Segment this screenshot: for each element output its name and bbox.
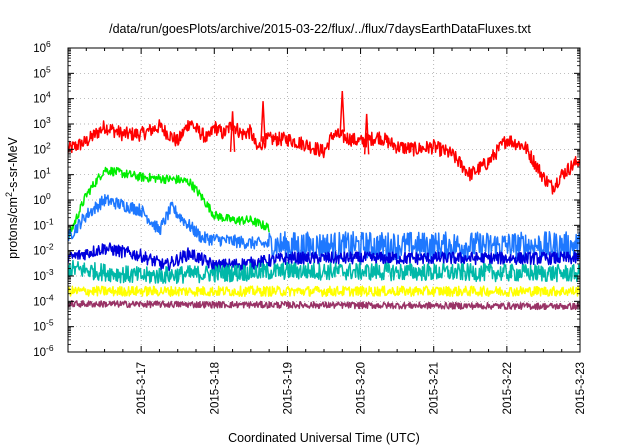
y-tick-label-exp: 3	[46, 115, 51, 125]
y-axis-label-post: -s-sr-MeV	[6, 136, 20, 192]
series-1-spike	[339, 91, 346, 132]
y-tick-label-base: 10	[33, 195, 46, 207]
series-4-line	[68, 242, 580, 273]
y-tick-label: 102	[33, 140, 51, 156]
series-1-spike	[229, 111, 236, 152]
y-tick-label-base: 10	[33, 322, 46, 334]
y-tick-label-base: 10	[33, 296, 46, 308]
x-tick-label: 2015-3-22	[502, 362, 514, 414]
y-tick-label-base: 10	[33, 271, 46, 283]
y-tick-label-base: 10	[33, 246, 46, 258]
y-tick-label-exp: -3	[46, 267, 54, 277]
series-2-line	[68, 166, 270, 239]
series-5-line	[68, 259, 580, 285]
y-tick-label-base: 10	[33, 347, 46, 359]
series-1-spike	[260, 101, 266, 142]
x-tick-labels: 2015-3-17 2015-3-18 2015-3-19 2015-3-20 2015…	[136, 362, 587, 414]
y-tick-label-exp: -2	[46, 242, 54, 252]
y-tick-labels: 10-610-510-410-310-210-11001011021031041…	[33, 39, 54, 359]
y-tick-label-exp: -1	[46, 216, 54, 226]
x-tick-label: 2015-3-20	[356, 362, 368, 414]
y-tick-label: 10-3	[33, 267, 54, 283]
x-tick-label: 2015-3-21	[429, 362, 441, 414]
y-tick-label-base: 10	[33, 68, 46, 80]
series-1-line	[68, 119, 580, 195]
series-group	[68, 91, 580, 311]
y-tick-label-base: 10	[33, 94, 46, 106]
y-tick-label-base: 10	[33, 170, 46, 182]
x-tick-label: 2015-3-17	[136, 362, 148, 414]
y-tick-label-exp: 1	[46, 166, 51, 176]
y-tick-label: 10-1	[33, 216, 54, 232]
series-1-spike	[363, 113, 370, 155]
y-tick-label: 106	[33, 39, 51, 55]
y-tick-label: 104	[33, 90, 51, 106]
y-tick-label-exp: -4	[46, 292, 54, 302]
y-tick-label: 10-4	[33, 292, 54, 308]
x-axis-label: Coordinated Universal Time (UTC)	[228, 431, 420, 445]
y-tick-label: 10-6	[33, 343, 54, 359]
y-tick-label-exp: 4	[46, 90, 51, 100]
y-tick-label-exp: 0	[46, 191, 51, 201]
x-tick-label: 2015-3-19	[282, 362, 294, 414]
y-tick-label: 105	[33, 64, 51, 80]
x-tick-label: 2015-3-23	[575, 362, 587, 414]
y-tick-label-exp: -6	[46, 343, 54, 353]
y-tick-label-exp: 5	[46, 64, 51, 74]
chart-title: /data/run/goesPlots/archive/2015-03-22/f…	[109, 22, 531, 36]
y-tick-label-base: 10	[33, 144, 46, 156]
y-tick-label-exp: -5	[46, 318, 54, 328]
y-tick-label: 10-2	[33, 242, 54, 258]
y-axis-label: protons/cm2-s-sr-MeV	[4, 136, 20, 258]
y-tick-label-base: 10	[33, 220, 46, 232]
y-tick-label-exp: 2	[46, 140, 51, 150]
y-tick-label: 10-5	[33, 318, 54, 334]
y-tick-label: 100	[33, 191, 51, 207]
series-6-line	[68, 285, 580, 298]
y-tick-label: 101	[33, 166, 51, 182]
y-axis-label-pre: protons/cm	[6, 197, 20, 259]
y-tick-label: 103	[33, 115, 51, 131]
x-tick-label: 2015-3-18	[209, 362, 221, 414]
axis-ticks	[67, 47, 581, 353]
y-axis-label-sup: 2	[4, 192, 14, 197]
y-tick-label-exp: 6	[46, 39, 51, 49]
y-tick-label-base: 10	[33, 43, 46, 55]
y-tick-label-base: 10	[33, 119, 46, 131]
series-7-line	[68, 299, 580, 311]
series-3-line	[68, 193, 580, 261]
